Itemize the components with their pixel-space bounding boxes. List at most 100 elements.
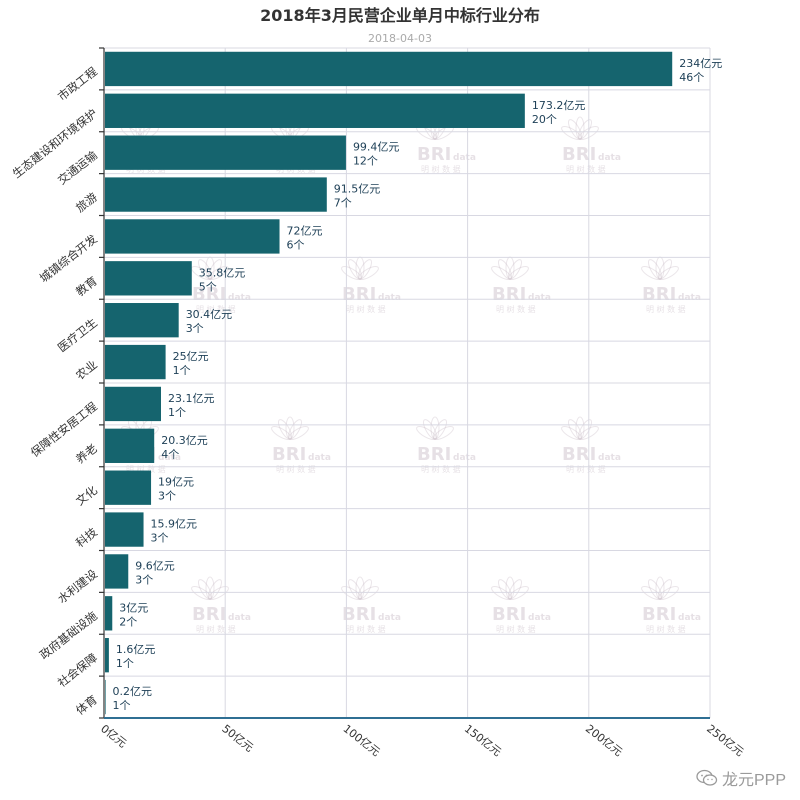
- watermark-sub: 明 树 数 据: [566, 164, 606, 174]
- count-label: 5个: [199, 280, 217, 293]
- bar: [105, 638, 109, 673]
- watermark-sub: 明 树 数 据: [346, 624, 386, 634]
- value-label: 15.9亿元: [151, 518, 198, 531]
- watermark-text: BRI: [417, 144, 451, 165]
- watermark-sub: 明 树 数 据: [421, 464, 461, 474]
- bar: [105, 679, 106, 715]
- watermark-suffix: data: [158, 453, 181, 463]
- watermark-sub: 明 树 数 据: [646, 624, 686, 634]
- category-label: 生态建设和环境保护: [10, 106, 100, 181]
- watermark-text: BRI: [562, 144, 596, 165]
- count-label: 4个: [161, 448, 179, 461]
- x-tick-labels: 0亿元 50亿元 100亿元 150亿元 200亿元 250亿元: [98, 722, 746, 759]
- count-label: 1个: [116, 657, 134, 670]
- category-label: 水利建设: [55, 566, 100, 606]
- watermark-text: BRI: [562, 444, 596, 465]
- category-label: 社会保障: [55, 651, 100, 690]
- watermark-suffix: data: [528, 293, 551, 303]
- watermark-suffix: data: [598, 153, 621, 163]
- watermark-sub: 明 树 数 据: [346, 304, 386, 314]
- value-label: 9.6亿元: [135, 559, 175, 572]
- bar: [105, 303, 179, 338]
- x-tick-label: 0亿元: [98, 722, 129, 750]
- wechat-icon: [696, 769, 718, 786]
- watermark-sub: 明 树 数 据: [196, 304, 236, 314]
- value-label: 0.2亿元: [112, 685, 152, 698]
- watermark-sub: 明 树 数 据: [496, 624, 536, 634]
- bar: [105, 261, 192, 296]
- bar: [105, 93, 525, 128]
- chart-subtitle: 2018-04-03: [368, 32, 432, 45]
- watermark-suffix: data: [378, 613, 401, 623]
- count-label: 2个: [119, 615, 137, 628]
- x-tick-label: 50亿元: [219, 722, 255, 754]
- chart-title: 2018年3月民营企业单月中标行业分布: [260, 6, 540, 25]
- watermark-text: BRI: [342, 284, 376, 305]
- count-label: 12个: [353, 155, 378, 168]
- bar: [105, 177, 327, 212]
- value-label: 30.4亿元: [186, 308, 233, 321]
- watermark-sub: 明 树 数 据: [276, 464, 316, 474]
- watermark-text: BRI: [492, 284, 526, 305]
- watermark-suffix: data: [308, 453, 331, 463]
- x-tick-label: 250亿元: [704, 722, 746, 759]
- value-label: 234亿元: [679, 57, 722, 70]
- watermark-text: BRI: [342, 604, 376, 625]
- bar: [105, 135, 346, 170]
- watermark-sub: 明 树 数 据: [566, 464, 606, 474]
- count-label: 20个: [532, 113, 557, 126]
- value-label: 173.2亿元: [532, 99, 586, 112]
- count-label: 6个: [287, 238, 305, 251]
- category-labels: 市政工程生态建设和环境保护交通运输旅游城镇综合开发教育医疗卫生农业保障性安居工程…: [10, 64, 101, 718]
- category-label: 养老: [73, 441, 100, 466]
- bar: [105, 344, 166, 380]
- value-label: 23.1亿元: [168, 392, 215, 405]
- category-label: 医疗卫生: [55, 316, 100, 355]
- category-label: 体育: [73, 692, 100, 717]
- count-label: 1个: [173, 364, 191, 377]
- count-label: 3个: [158, 490, 176, 503]
- watermark-text: BRI: [642, 604, 676, 625]
- category-label: 农业: [73, 357, 100, 382]
- footer-brand-text: 龙元PPP: [721, 772, 786, 789]
- watermark-suffix: data: [453, 453, 476, 463]
- watermark-text: BRI: [492, 604, 526, 625]
- count-label: 1个: [168, 406, 186, 419]
- value-label: 99.4亿元: [353, 141, 400, 154]
- bar: [105, 470, 152, 505]
- watermark-text: BRI: [192, 604, 226, 625]
- bar: [105, 219, 280, 254]
- watermark-suffix: data: [678, 613, 701, 623]
- watermark-text: BRI: [642, 284, 676, 305]
- watermark-sub: 明 树 数 据: [196, 624, 236, 634]
- x-tick-label: 100亿元: [341, 722, 383, 759]
- watermark-suffix: data: [453, 153, 476, 163]
- bar: [105, 512, 144, 547]
- watermark-suffix: data: [528, 613, 551, 623]
- category-label: 市政工程: [55, 64, 100, 104]
- watermark-suffix: data: [228, 613, 251, 623]
- value-label: 19亿元: [158, 476, 194, 489]
- category-label: 旅游: [73, 190, 100, 216]
- value-label: 20.3亿元: [161, 434, 208, 447]
- bar: [105, 51, 673, 87]
- value-label: 25亿元: [173, 350, 209, 363]
- bar: [105, 386, 161, 422]
- count-label: 7个: [334, 197, 352, 210]
- value-label: 35.8亿元: [199, 266, 246, 279]
- watermark-suffix: data: [598, 453, 621, 463]
- watermark-text: BRI: [417, 444, 451, 465]
- watermark-sub: 明 树 数 据: [496, 304, 536, 314]
- bar: [105, 428, 155, 463]
- count-label: 3个: [135, 573, 153, 586]
- watermark-text: BRI: [272, 444, 306, 465]
- grid-lines: [99, 47, 711, 719]
